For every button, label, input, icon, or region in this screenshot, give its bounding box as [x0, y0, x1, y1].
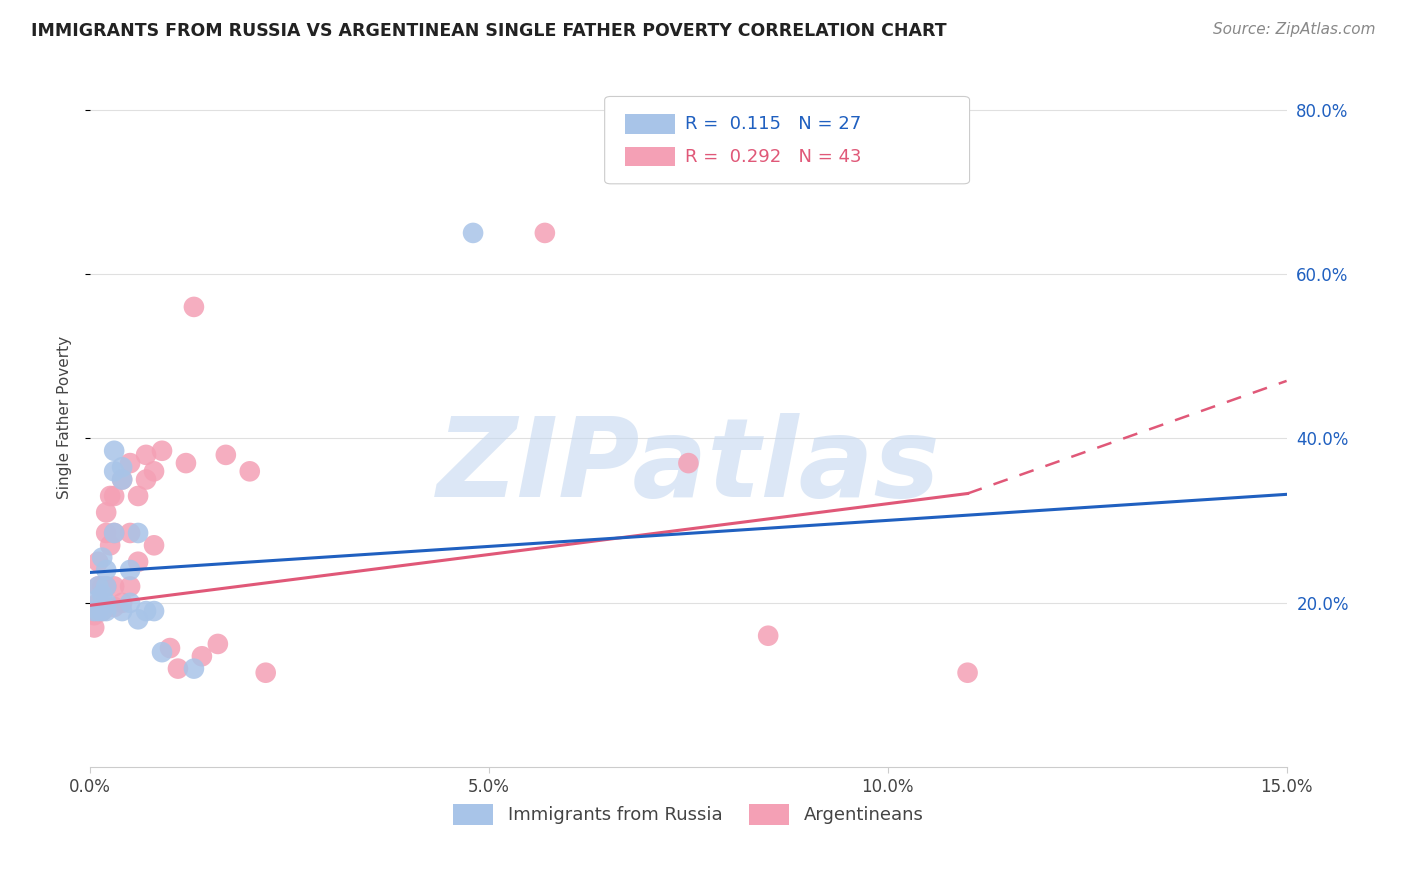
Point	[103, 489, 125, 503]
Point	[91, 604, 114, 618]
Point	[534, 226, 557, 240]
Point	[120, 596, 142, 610]
Point	[91, 579, 114, 593]
FancyBboxPatch shape	[605, 96, 970, 184]
Point	[96, 526, 118, 541]
Point	[87, 579, 110, 593]
Point	[150, 645, 173, 659]
Point	[956, 665, 979, 680]
Point	[96, 604, 118, 618]
Point	[127, 526, 149, 541]
Bar	[626, 114, 675, 134]
Point	[91, 550, 114, 565]
Point	[135, 604, 157, 618]
Point	[96, 599, 118, 614]
Point	[96, 579, 118, 593]
Point	[87, 604, 110, 618]
Bar	[626, 147, 675, 166]
Point	[91, 604, 114, 618]
Point	[96, 596, 118, 610]
Text: Source: ZipAtlas.com: Source: ZipAtlas.com	[1212, 22, 1375, 37]
Point	[239, 464, 262, 478]
Point	[111, 473, 134, 487]
Point	[461, 226, 484, 240]
Point	[111, 604, 134, 618]
Point	[191, 649, 214, 664]
Point	[83, 604, 105, 618]
Text: ZIPatlas: ZIPatlas	[436, 413, 941, 520]
Point	[111, 460, 134, 475]
Point	[96, 563, 118, 577]
Point	[98, 489, 121, 503]
Point	[87, 596, 110, 610]
Y-axis label: Single Father Poverty: Single Father Poverty	[58, 336, 72, 500]
Point	[103, 599, 125, 614]
Point	[120, 526, 142, 541]
Point	[254, 665, 277, 680]
Point	[87, 591, 110, 606]
Point	[215, 448, 238, 462]
Point	[98, 538, 121, 552]
Point	[103, 526, 125, 541]
Point	[111, 473, 134, 487]
Point	[207, 637, 229, 651]
Point	[167, 662, 190, 676]
Point	[143, 538, 166, 552]
Point	[127, 489, 149, 503]
Point	[120, 456, 142, 470]
Point	[103, 579, 125, 593]
Point	[103, 443, 125, 458]
Point	[111, 596, 134, 610]
Text: R =  0.292   N = 43: R = 0.292 N = 43	[685, 147, 862, 166]
Point	[183, 662, 205, 676]
Text: IMMIGRANTS FROM RUSSIA VS ARGENTINEAN SINGLE FATHER POVERTY CORRELATION CHART: IMMIGRANTS FROM RUSSIA VS ARGENTINEAN SI…	[31, 22, 946, 40]
Point	[120, 579, 142, 593]
Point	[83, 608, 105, 623]
Point	[96, 579, 118, 593]
Point	[174, 456, 197, 470]
Point	[183, 300, 205, 314]
Legend: Immigrants from Russia, Argentineans: Immigrants from Russia, Argentineans	[454, 804, 924, 824]
Point	[96, 505, 118, 519]
Point	[127, 612, 149, 626]
Point	[127, 555, 149, 569]
Point	[135, 473, 157, 487]
Point	[678, 456, 700, 470]
Point	[87, 604, 110, 618]
Point	[941, 103, 963, 117]
Point	[159, 641, 181, 656]
Point	[756, 629, 779, 643]
Point	[103, 526, 125, 541]
Point	[83, 620, 105, 634]
Point	[143, 464, 166, 478]
Point	[91, 588, 114, 602]
Point	[87, 579, 110, 593]
Point	[135, 448, 157, 462]
Point	[120, 563, 142, 577]
Point	[103, 464, 125, 478]
Point	[87, 555, 110, 569]
Text: R =  0.115   N = 27: R = 0.115 N = 27	[685, 115, 860, 133]
Point	[143, 604, 166, 618]
Point	[150, 443, 173, 458]
